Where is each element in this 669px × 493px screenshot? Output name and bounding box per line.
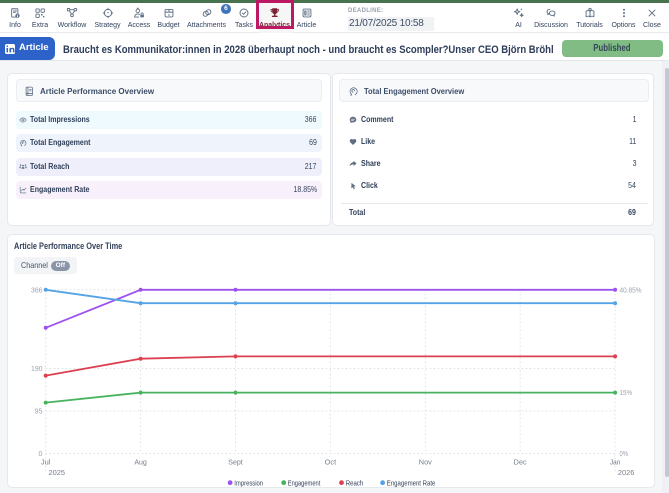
- svg-text:Reach: Reach: [345, 478, 363, 487]
- svg-text:2025: 2025: [48, 470, 65, 477]
- svg-text:Engagement: Engagement: [288, 478, 321, 487]
- svg-text:2026: 2026: [618, 470, 635, 477]
- svg-text:0%: 0%: [619, 451, 628, 458]
- svg-text:Engagement Rate: Engagement Rate: [387, 478, 436, 487]
- svg-text:0: 0: [38, 451, 42, 458]
- svg-text:Jul: Jul: [41, 459, 51, 466]
- svg-text:40.85%: 40.85%: [619, 287, 641, 294]
- svg-text:15%: 15%: [619, 390, 632, 397]
- svg-text:Oct: Oct: [324, 459, 336, 466]
- svg-text:Nov: Nov: [419, 459, 433, 466]
- svg-text:Aug: Aug: [134, 459, 147, 466]
- svg-text:Dec: Dec: [513, 459, 527, 466]
- svg-text:95: 95: [34, 408, 42, 415]
- svg-text:366: 366: [31, 287, 43, 294]
- svg-text:Jan: Jan: [610, 459, 621, 466]
- svg-text:Impression: Impression: [234, 478, 263, 487]
- svg-text:190: 190: [31, 366, 43, 373]
- svg-text:Sept: Sept: [228, 459, 243, 466]
